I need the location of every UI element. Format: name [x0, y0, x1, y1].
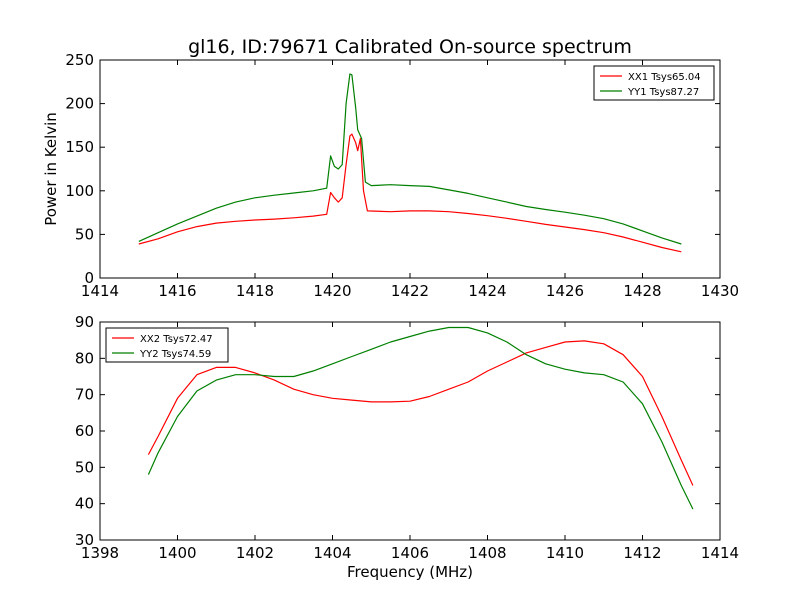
x-tick-label: 1416	[158, 282, 196, 300]
chart-1: 1414 1416 1418 1420 1422 1424 1426 1428 1430 0 50 1…	[42, 51, 739, 300]
y-tick-label: 90	[75, 313, 94, 331]
legend-1: XX1 Tsys65.04 YY1 Tsys87.27	[593, 65, 715, 101]
x-tick-label: 1428	[623, 282, 661, 300]
y-tick-label: 0	[84, 269, 94, 287]
x-tick-label: 1412	[623, 544, 661, 562]
y-tick-label: 250	[65, 51, 94, 69]
x-tick-label: 1424	[468, 282, 506, 300]
x-tick-label: 1422	[391, 282, 429, 300]
x-tick-label: 1430	[701, 282, 739, 300]
x-tick-label: 1404	[313, 544, 351, 562]
series-line-2-2	[147, 326, 694, 510]
legend-label: XX1 Tsys65.04	[628, 72, 701, 83]
series-line-1-1	[138, 133, 682, 253]
y-tick-label: 200	[65, 95, 94, 113]
x-tick-label: 1400	[158, 544, 196, 562]
y-tick-label: 50	[75, 225, 94, 243]
x-tick-label: 1408	[468, 544, 506, 562]
y-tick-label: 80	[75, 349, 94, 367]
legend-2: XX2 Tsys72.47 YY2 Tsys74.59	[105, 327, 229, 363]
x-tick-label: 1414	[701, 544, 739, 562]
y-tick-label: 100	[65, 182, 94, 200]
series-line-1-2	[138, 73, 682, 245]
x-tick-label: 1406	[391, 544, 429, 562]
y-tick-label: 70	[75, 386, 94, 404]
chart-panels: 1414 1416 1418 1420 1422 1424 1426 1428 14300501…	[42, 51, 739, 581]
legend-label: YY2 Tsys74.59	[139, 349, 211, 360]
x-tick-label: 1426	[546, 282, 584, 300]
series-line-2-1	[147, 340, 694, 486]
legend-box	[593, 65, 715, 101]
x-tick-label: 1418	[236, 282, 274, 300]
legend-box	[105, 327, 229, 363]
chart-2: 1398 1400 1402 1404 1406 1408 1410 1412 1414 30 40…	[75, 313, 739, 581]
figure-title: gl16, ID:79671 Calibrated On-source spec…	[188, 36, 632, 58]
y-tick-label: 50	[75, 458, 94, 476]
y-axis-label: Power in Kelvin	[42, 112, 60, 226]
y-tick-label: 30	[75, 531, 94, 549]
x-tick-label: 1414	[81, 282, 119, 300]
x-tick-label: 1398	[81, 544, 119, 562]
legend-label: XX2 Tsys72.47	[140, 334, 213, 345]
x-tick-label: 1410	[546, 544, 584, 562]
x-tick-label: 1420	[313, 282, 351, 300]
y-tick-label: 40	[75, 495, 94, 513]
x-tick-label: 1402	[236, 544, 274, 562]
x-axis-label: Frequency (MHz)	[347, 563, 473, 581]
y-tick-label: 60	[75, 422, 94, 440]
y-tick-label: 150	[65, 138, 94, 156]
legend-label: YY1 Tsys87.27	[627, 87, 699, 98]
